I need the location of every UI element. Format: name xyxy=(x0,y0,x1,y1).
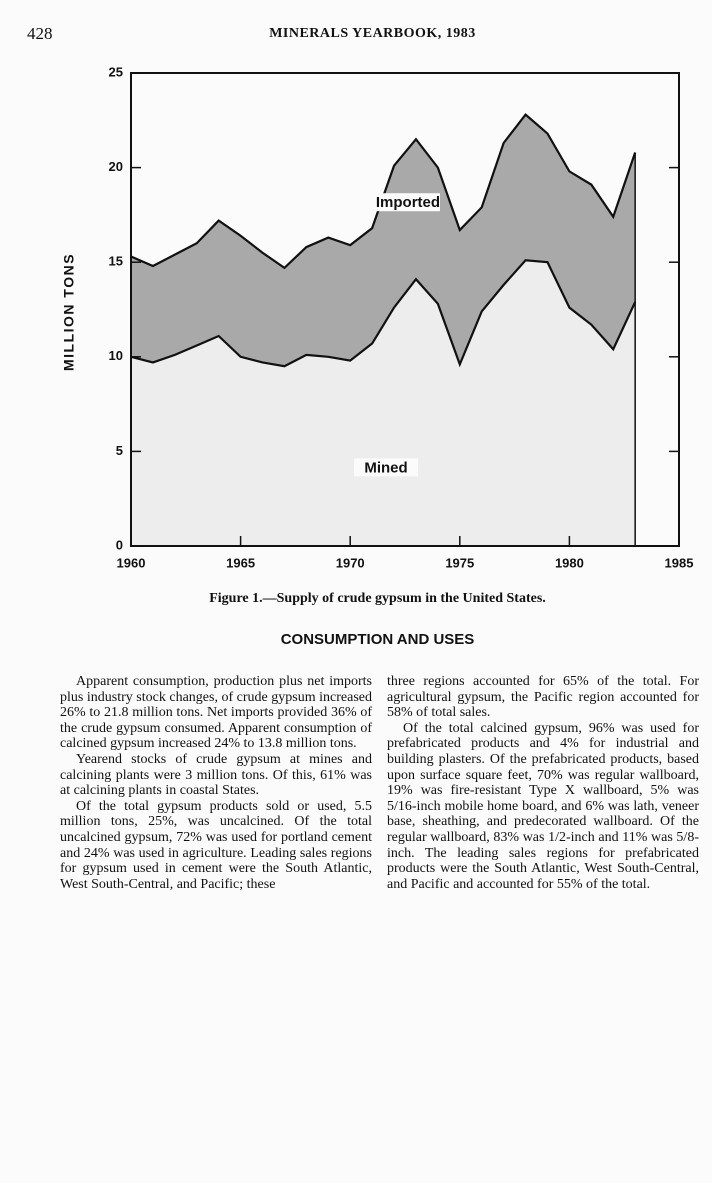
x-tick-label: 1970 xyxy=(336,555,365,570)
x-tick-label: 1985 xyxy=(665,555,694,570)
x-tick-label: 1965 xyxy=(226,555,255,570)
text-column: three regions accounted for 65% of the t… xyxy=(387,674,699,892)
area xyxy=(131,260,636,546)
plot-frame xyxy=(130,72,680,547)
y-tick-label: 0 xyxy=(116,537,123,552)
area xyxy=(131,114,636,367)
paragraph: three regions accounted for 65% of the t… xyxy=(387,674,699,721)
text-column: Apparent consumption, production plus ne… xyxy=(60,674,372,892)
running-title: MINERALS YEARBOOK, 1983 xyxy=(269,26,476,41)
paragraph: Apparent consumption, production plus ne… xyxy=(60,674,372,752)
chart: MILLION TONS Mined Imported 0 5 10 15 20 25 1960… xyxy=(61,64,694,570)
y-tick-label: 25 xyxy=(109,64,123,79)
y-tick-label: 20 xyxy=(109,159,123,174)
y-tick-label: 10 xyxy=(109,348,123,363)
paragraph: Of the total gypsum products sold or use… xyxy=(60,798,372,892)
y-axis-label: MILLION TONS xyxy=(61,253,77,371)
x-tick-label: 1975 xyxy=(445,555,474,570)
x-tick-label: 1960 xyxy=(117,555,146,570)
label-bg xyxy=(375,193,440,212)
y-tick-label: 5 xyxy=(116,443,123,458)
paragraph: Of the total calcined gypsum, 96% was us… xyxy=(387,720,699,892)
series-label: Imported xyxy=(376,194,440,211)
y-tick-label: 15 xyxy=(109,254,123,269)
area-line xyxy=(130,259,637,368)
section-title: CONSUMPTION AND USES xyxy=(280,631,475,648)
x-tick-label: 1980 xyxy=(555,555,584,570)
figure-caption: Figure 1.—Supply of crude gypsum in the … xyxy=(209,591,546,606)
page-number: 428 xyxy=(27,24,53,43)
series-label: Mined xyxy=(364,459,407,476)
label-bg xyxy=(354,458,419,477)
paragraph: Yearend stocks of crude gypsum at mines … xyxy=(60,751,372,799)
